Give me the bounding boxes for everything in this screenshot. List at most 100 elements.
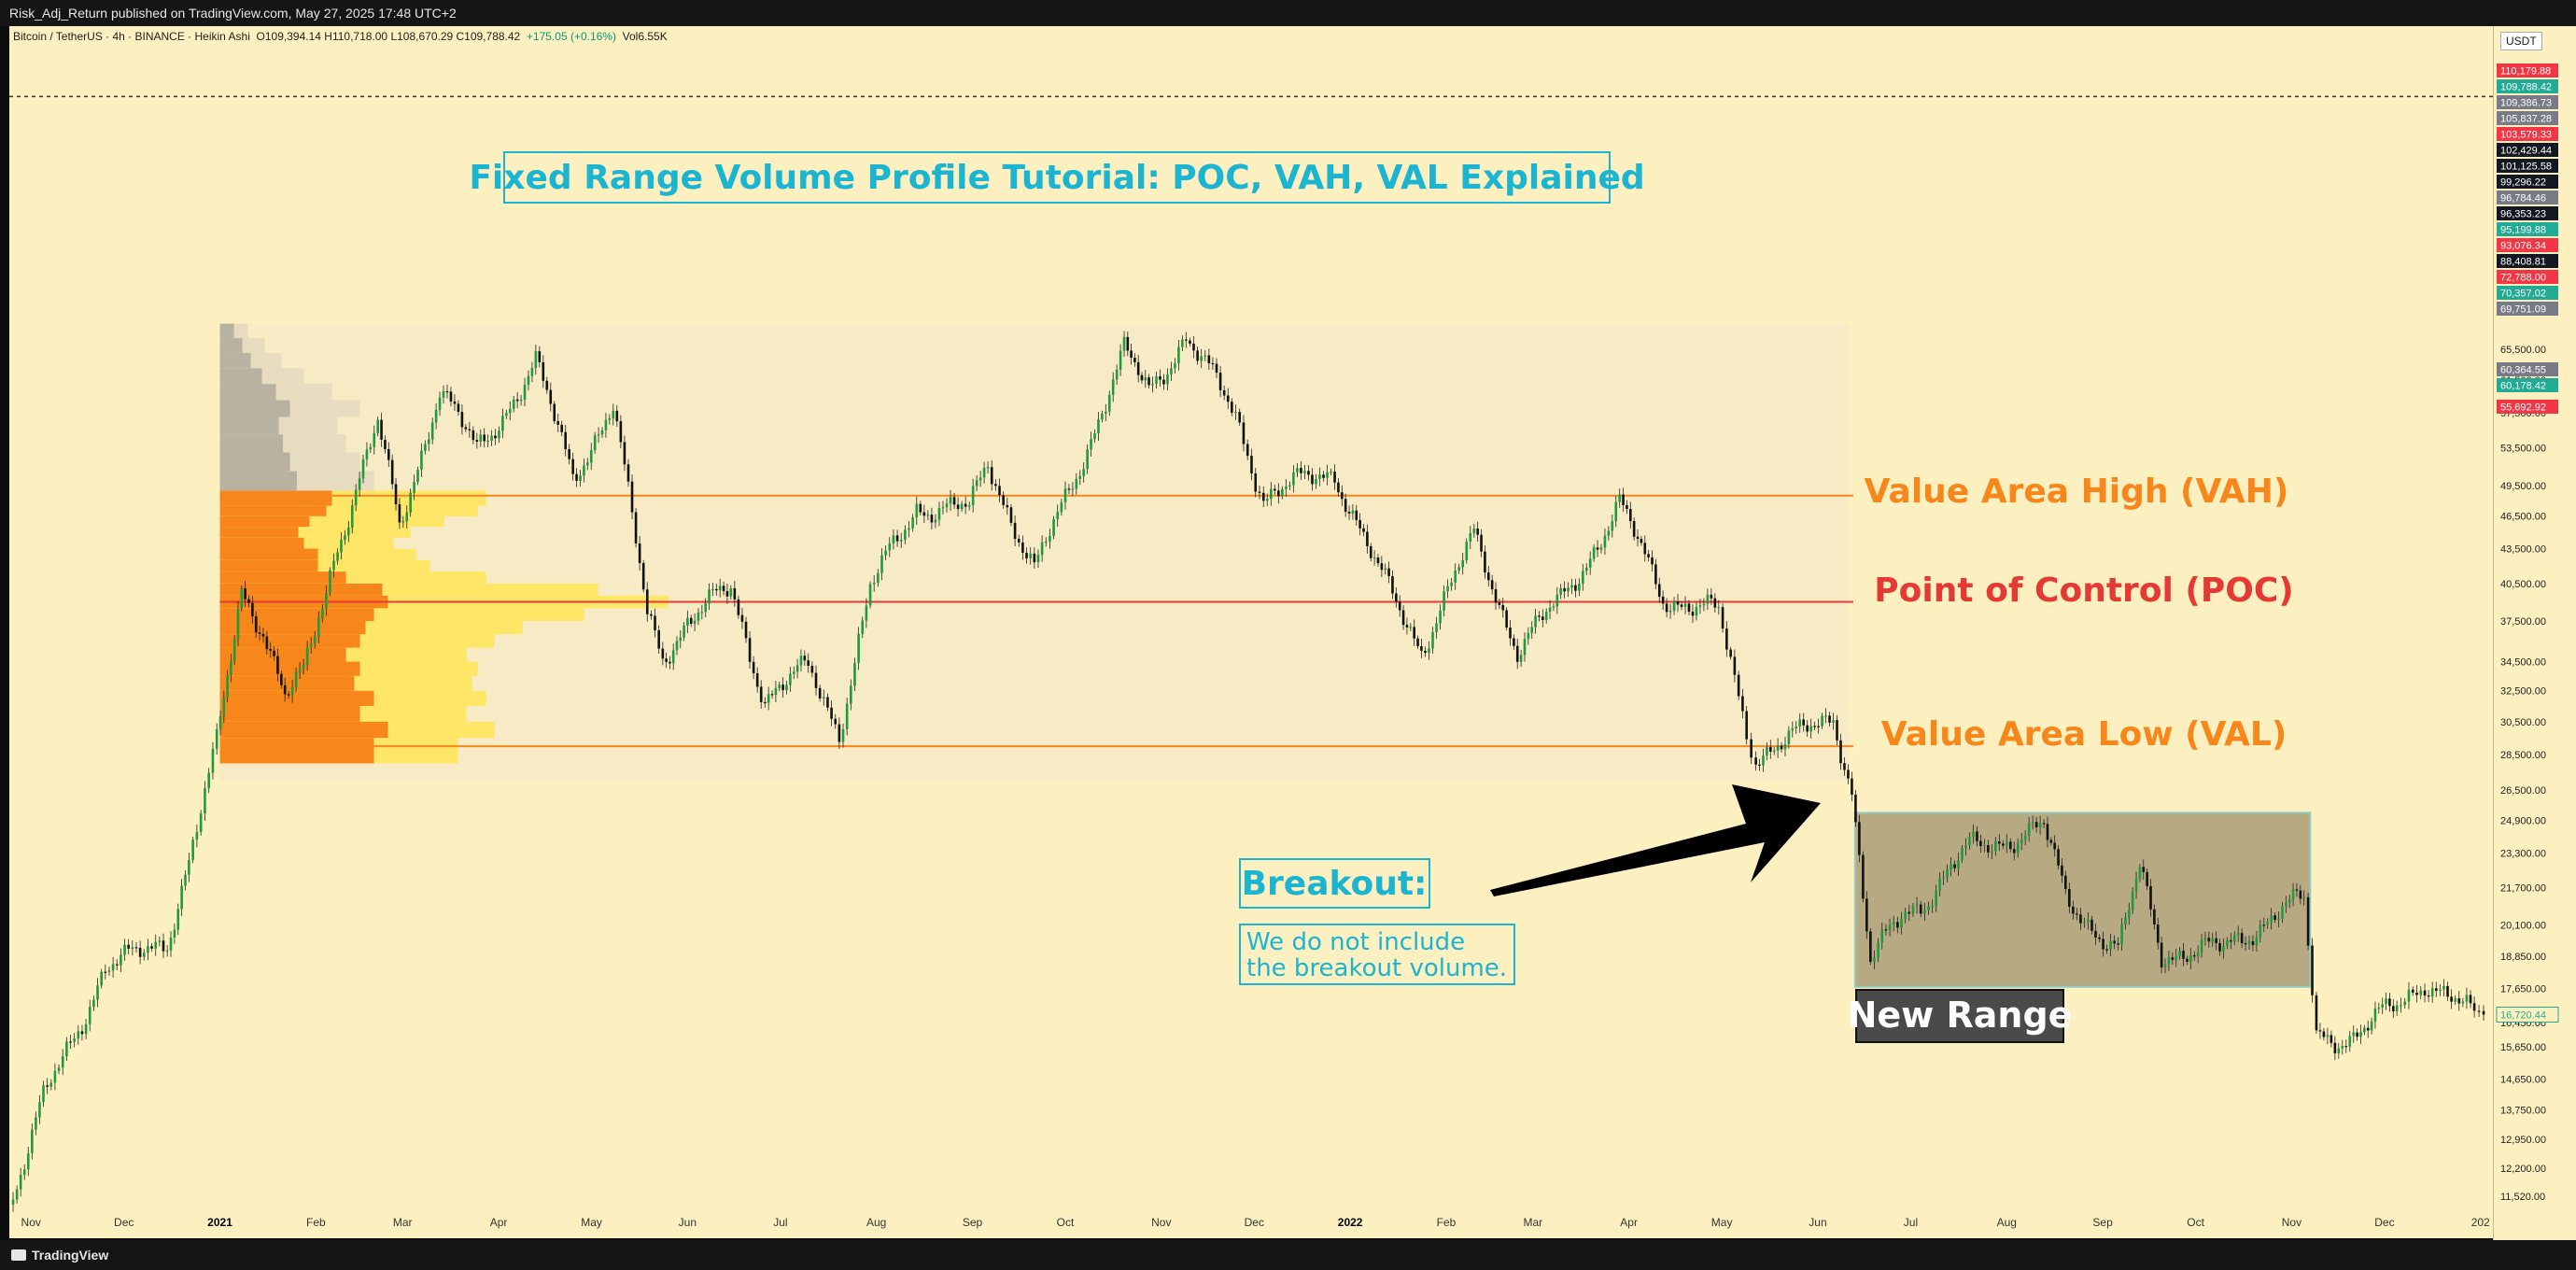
candle-body bbox=[1192, 343, 1195, 351]
candle-body bbox=[1603, 535, 1607, 548]
candle-body bbox=[1296, 468, 1299, 473]
price-label-box bbox=[2497, 79, 2558, 93]
candle-body bbox=[1541, 616, 1544, 620]
x-tick-label: Nov bbox=[21, 1216, 41, 1229]
candle-body bbox=[1991, 851, 1993, 853]
candle-body bbox=[1071, 488, 1075, 490]
candle-body bbox=[1592, 547, 1596, 559]
candle-body bbox=[2356, 1032, 2358, 1037]
candle-body bbox=[2403, 1001, 2407, 1006]
candle-body bbox=[1839, 740, 1842, 764]
value-area-bar bbox=[219, 690, 374, 706]
candle-body bbox=[1254, 473, 1258, 492]
candle-body bbox=[384, 439, 387, 449]
candle-body bbox=[2315, 995, 2318, 1031]
candle-body bbox=[515, 399, 519, 402]
candle-body bbox=[1567, 587, 1570, 592]
price-label-box bbox=[2497, 190, 2558, 205]
price-label-box bbox=[2497, 302, 2558, 316]
candle-body bbox=[321, 608, 324, 619]
volume-outside-bar bbox=[219, 352, 251, 369]
candle-body bbox=[1457, 567, 1460, 572]
candle-body bbox=[1067, 488, 1071, 490]
candle-body bbox=[545, 380, 549, 390]
candle-body bbox=[498, 430, 500, 439]
x-tick-label: Sep bbox=[963, 1216, 983, 1229]
candle-body bbox=[1498, 602, 1501, 605]
candle-body bbox=[1972, 831, 1975, 837]
candle-body bbox=[807, 660, 810, 666]
volume-profile-bar bbox=[219, 515, 444, 528]
candle-body bbox=[2318, 1030, 2322, 1032]
candle-body bbox=[2222, 946, 2225, 952]
volume-value: Vol6.55K bbox=[622, 30, 668, 43]
breakout-note-line2: the breakout volume. bbox=[1246, 954, 1507, 982]
vah-label: Value Area High (VAH) bbox=[1865, 473, 2289, 511]
candle-body bbox=[401, 521, 405, 523]
candle-body bbox=[211, 748, 215, 773]
x-tick-label: Dec bbox=[1245, 1216, 1264, 1229]
candle-body bbox=[302, 664, 305, 670]
candle-body bbox=[1454, 571, 1457, 583]
candle-body bbox=[230, 660, 232, 675]
candle-body bbox=[1431, 631, 1434, 649]
candle-body bbox=[1250, 456, 1253, 473]
candle-body bbox=[2207, 938, 2211, 942]
candle-body bbox=[380, 419, 383, 440]
currency-selector[interactable]: USDT bbox=[2500, 32, 2542, 50]
candle-body bbox=[449, 391, 453, 402]
candle-body bbox=[2232, 935, 2236, 942]
candle-body bbox=[1892, 922, 1895, 925]
candle-body bbox=[1140, 374, 1144, 381]
candle-body bbox=[2477, 1010, 2481, 1012]
y-tick-label: 34,500.00 bbox=[2500, 656, 2546, 668]
candle-body bbox=[1056, 512, 1060, 519]
x-tick-label: May bbox=[1711, 1216, 1733, 1229]
y-tick-label: 20,100.00 bbox=[2500, 920, 2546, 931]
candle-body bbox=[1484, 551, 1486, 572]
candle-body bbox=[1033, 553, 1036, 563]
candle-body bbox=[19, 1175, 22, 1190]
publisher-bar: Risk_Adj_Return published on TradingView… bbox=[0, 0, 2576, 26]
candle-body bbox=[556, 420, 560, 425]
candle-body bbox=[413, 482, 415, 493]
candle-body bbox=[1904, 911, 1907, 919]
candle-body bbox=[2446, 985, 2449, 997]
value-area-bar bbox=[219, 721, 388, 739]
candle-body bbox=[430, 422, 434, 440]
volume-profile-bar bbox=[219, 527, 411, 538]
candle-body bbox=[1884, 929, 1888, 931]
breakout-arrow bbox=[1490, 784, 1821, 896]
candle-body bbox=[100, 971, 103, 986]
candle-body bbox=[1896, 922, 1899, 928]
candle-body bbox=[265, 636, 269, 649]
candle-body bbox=[1953, 864, 1956, 868]
candle-body bbox=[2363, 1027, 2366, 1033]
candle-body bbox=[679, 637, 683, 642]
candle-body bbox=[276, 656, 279, 674]
candle-body bbox=[1513, 638, 1515, 646]
candle-body bbox=[1931, 906, 1934, 908]
candle-body bbox=[1614, 501, 1618, 522]
candle-body bbox=[967, 505, 971, 507]
price-label-text: 109,386.73 bbox=[2500, 98, 2552, 109]
candle-body bbox=[1177, 346, 1180, 364]
candle-body bbox=[1344, 499, 1347, 513]
value-area-bar bbox=[219, 675, 355, 691]
candle-body bbox=[998, 486, 1001, 496]
candle-body bbox=[1288, 485, 1291, 487]
tradingview-logo[interactable]: TradingView bbox=[11, 1240, 108, 1270]
candle-body bbox=[394, 484, 398, 505]
candle-body bbox=[173, 929, 176, 938]
candle-body bbox=[2057, 849, 2060, 866]
candle-body bbox=[2442, 985, 2445, 990]
volume-outside-bar bbox=[219, 338, 243, 353]
symbol-name[interactable]: Bitcoin / TetherUS · 4h · BINANCE · Heik… bbox=[13, 30, 250, 43]
candle-body bbox=[2200, 938, 2203, 952]
candle-body bbox=[434, 409, 438, 423]
candle-body bbox=[1097, 419, 1100, 433]
candle-body bbox=[530, 368, 534, 376]
candle-body bbox=[244, 588, 246, 600]
candle-body bbox=[1238, 412, 1241, 423]
